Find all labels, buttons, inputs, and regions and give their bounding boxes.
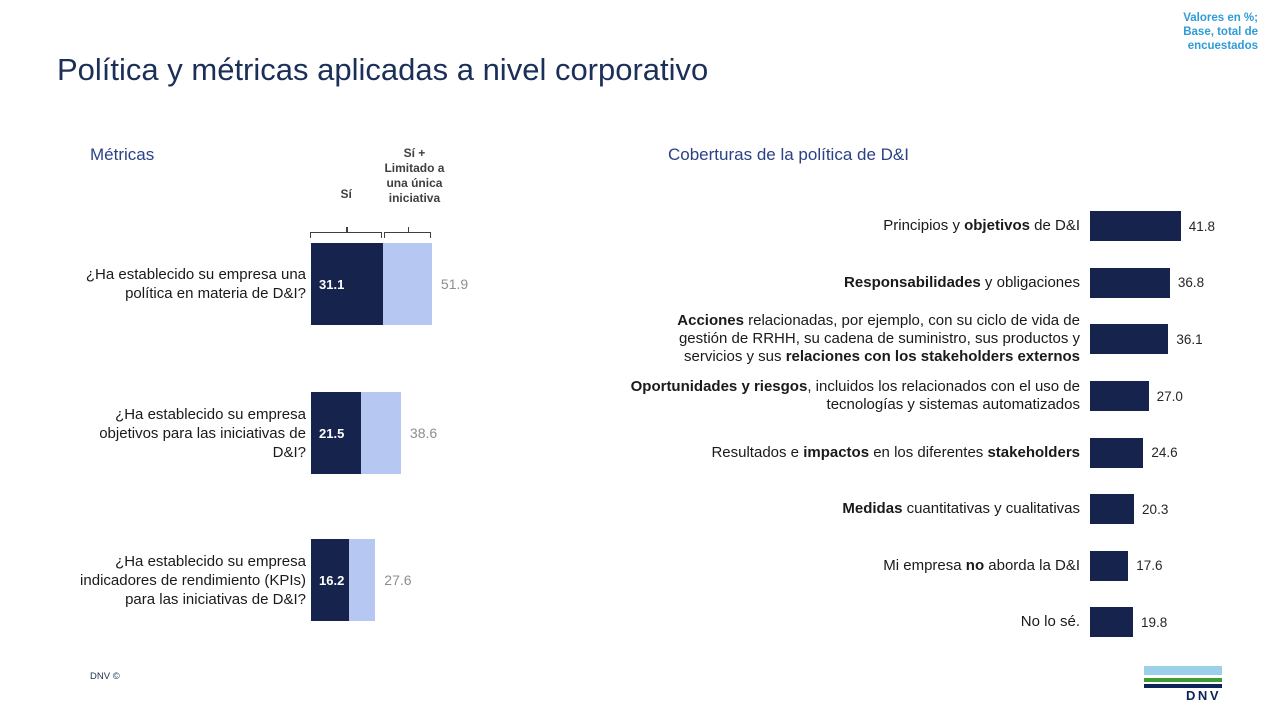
coberturas-row: Medidas cuantitativas y cualitativas 20.3	[628, 481, 1280, 538]
label-bold-text: Oportunidades y riesgos	[630, 378, 808, 396]
bracket-tick-icon	[346, 227, 348, 233]
label-text: y obligaciones	[980, 273, 1080, 291]
label-text: relacionadas, por ejemplo, con su ciclo …	[678, 312, 1080, 366]
si-bar-segment: 21.5	[311, 392, 362, 474]
coberturas-chart-title: Coberturas de la política de D&I	[668, 145, 909, 164]
coberturas-row-label: Principios y objetivos de D&I	[628, 217, 1080, 235]
label-text: Resultados e	[711, 443, 804, 461]
coberturas-row: No lo sé. 19.8	[628, 594, 1280, 651]
metricas-bars: 21.5 38.6	[311, 392, 437, 474]
logo-bar-lightblue-icon	[1144, 666, 1222, 675]
metricas-row: ¿Ha establecido su empresa objetivos par…	[70, 392, 437, 474]
coberturas-value: 27.0	[1156, 388, 1183, 404]
coberturas-row: Responsabilidades y obligaciones 36.8	[628, 255, 1280, 312]
label-text: en los diferentes	[869, 443, 988, 461]
metricas-row: ¿Ha establecido su empresa indicadores d…	[70, 539, 412, 621]
metricas-row: ¿Ha establecido su empresa una política …	[70, 243, 468, 325]
dnv-logo: DNV	[1144, 666, 1222, 703]
page-title: Política y métricas aplicadas a nivel co…	[57, 52, 709, 87]
label-text: , incluidos los relacionados con el uso …	[807, 378, 1080, 414]
label-text: aborda la D&I	[984, 556, 1080, 574]
si-value: 31.1	[319, 276, 345, 292]
coberturas-row-label: Resultados e impactos en los diferentes …	[628, 444, 1080, 462]
coberturas-value: 36.8	[1177, 275, 1205, 291]
coberturas-row: Mi empresa no aborda la D&I 17.6	[628, 538, 1280, 595]
coberturas-row: Acciones relacionadas, por ejemplo, con …	[628, 311, 1280, 368]
coberturas-bar	[1090, 494, 1135, 525]
coberturas-bar	[1090, 607, 1133, 638]
metricas-chart-title: Métricas	[90, 145, 155, 164]
coberturas-row-label: Oportunidades y riesgos, incluidos los r…	[628, 378, 1080, 414]
metricas-bars: 31.1 51.9	[311, 243, 468, 325]
total-value: 38.6	[409, 425, 438, 441]
coberturas-chart: Principios y objetivos de D&I 41.8 Respons…	[628, 198, 1280, 651]
coberturas-bar	[1090, 267, 1170, 298]
column-header-si-limitado: Sí + Limitado a una única iniciativa	[384, 146, 445, 205]
coberturas-bar	[1090, 550, 1129, 581]
si-bracket-icon	[310, 227, 383, 238]
column-header-si: Sí	[340, 187, 352, 201]
label-bold-text: Acciones	[677, 312, 744, 330]
coberturas-value: 20.3	[1142, 501, 1169, 517]
label-text: Principios y	[883, 217, 965, 235]
coberturas-row-label: Mi empresa no aborda la D&I	[628, 557, 1080, 575]
metricas-row-label: ¿Ha establecido su empresa una política …	[85, 266, 306, 302]
coberturas-row-label: Medidas cuantitativas y cualitativas	[628, 500, 1080, 518]
metricas-bars: 16.2 27.6	[311, 539, 412, 621]
label-text: de D&I	[1029, 217, 1080, 235]
total-value: 51.9	[440, 276, 469, 292]
label-bold-text: Medidas	[842, 500, 903, 518]
logo-bar-navy-icon	[1144, 684, 1222, 688]
coberturas-row-label: Responsabilidades y obligaciones	[628, 274, 1080, 292]
coberturas-value: 41.8	[1188, 218, 1215, 234]
logo-text: DNV	[1186, 688, 1221, 703]
label-bold-text: relaciones con los stakeholders externos	[785, 348, 1080, 366]
si-bar-segment: 16.2	[311, 539, 349, 621]
si-bar-segment: 31.1	[311, 243, 384, 325]
coberturas-row: Resultados e impactos en los diferentes …	[628, 424, 1280, 481]
limitado-bar-segment	[361, 392, 401, 474]
coberturas-bar	[1090, 324, 1169, 355]
coberturas-bar	[1090, 381, 1149, 412]
limitado-bar-segment	[383, 243, 432, 325]
si-value: 16.2	[319, 572, 345, 588]
si-limitado-bracket-icon	[384, 227, 431, 238]
coberturas-value: 24.6	[1151, 445, 1178, 461]
label-text: cuantitativas y cualitativas	[902, 500, 1080, 518]
metricas-row-label: ¿Ha establecido su empresa indicadores d…	[80, 552, 306, 608]
coberturas-row-label: Acciones relacionadas, por ejemplo, con …	[628, 312, 1080, 366]
label-bold-text: Responsabilidades	[844, 273, 981, 291]
label-text: No lo sé.	[1020, 613, 1080, 631]
coberturas-row: Oportunidades y riesgos, incluidos los r…	[628, 368, 1280, 425]
total-value: 27.6	[384, 572, 412, 588]
coberturas-row: Principios y objetivos de D&I 41.8	[628, 198, 1280, 255]
coberturas-bar	[1090, 437, 1144, 468]
label-bold-text: stakeholders	[987, 443, 1080, 461]
coberturas-value: 36.1	[1176, 331, 1203, 347]
coberturas-value: 17.6	[1136, 558, 1163, 574]
metricas-row-label: ¿Ha establecido su empresa objetivos par…	[99, 405, 306, 461]
si-value: 21.5	[319, 425, 345, 441]
limitado-bar-segment	[348, 539, 376, 621]
base-note: Valores en %; Base, total de encuestados	[1183, 12, 1258, 52]
label-bold-text: objetivos	[964, 217, 1030, 235]
logo-bar-green-icon	[1144, 678, 1222, 682]
footer-copyright: DNV ©	[90, 671, 120, 682]
coberturas-row-label: No lo sé.	[628, 613, 1080, 631]
coberturas-bar	[1090, 211, 1181, 242]
label-text: Mi empresa	[883, 556, 966, 574]
bracket-tick-icon	[407, 227, 410, 233]
coberturas-value: 19.8	[1140, 614, 1168, 630]
label-bold-text: no	[965, 556, 985, 574]
label-bold-text: impactos	[803, 443, 870, 461]
